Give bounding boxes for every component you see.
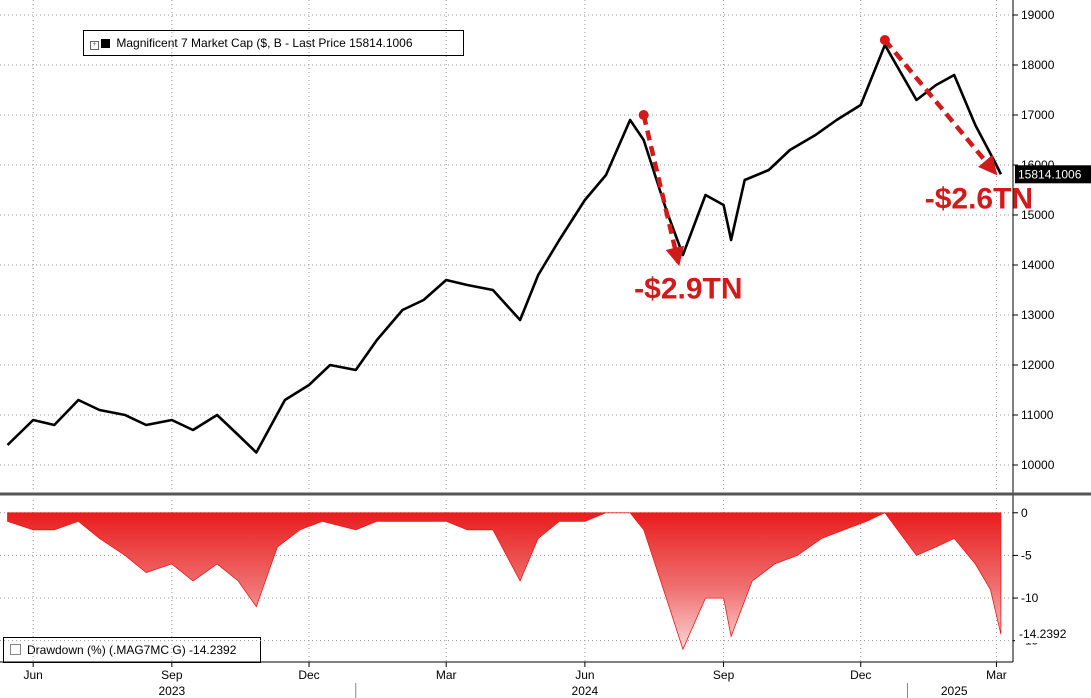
y-tick-label: 15000 — [1021, 208, 1055, 222]
x-tick-label: Jun — [575, 668, 594, 682]
x-tick-label: Sep — [713, 668, 735, 682]
y-tick-label: 12000 — [1021, 358, 1055, 372]
price-legend-name: Magnificent 7 Market Cap ($, B - Last Pr… — [116, 36, 346, 50]
y-tick-label: -5 — [1021, 548, 1032, 562]
drawdown-y-axis: 0-5-10-15-14.2392 — [1013, 506, 1091, 648]
annotations: -$2.9TN -$2.6TN — [634, 35, 1033, 306]
price-gridlines — [0, 0, 1013, 490]
last-price-label: 15814.1006 — [1018, 167, 1082, 181]
series-swatch-icon — [101, 39, 110, 48]
x-tick-label: Dec — [298, 668, 319, 682]
price-legend: + Magnificent 7 Market Cap ($, B - Last … — [83, 30, 464, 56]
x-tick-label: Sep — [161, 668, 183, 682]
x-tick-label: Mar — [986, 668, 1007, 682]
annotation-arrow — [883, 38, 998, 176]
price-legend-value: 15814.1006 — [349, 36, 413, 50]
x-tick-label: Jun — [23, 668, 42, 682]
drawdown-legend-name: Drawdown (%) (.MAG7MC G) — [27, 643, 186, 657]
annotation-label: -$2.6TN — [925, 183, 1033, 216]
last-drawdown-label: -14.2392 — [1019, 627, 1067, 641]
year-label: 2025 — [941, 684, 968, 698]
last-drawdown-box — [1015, 625, 1091, 644]
y-tick-label: 11000 — [1021, 408, 1054, 422]
annotation-label: -$2.9TN — [634, 273, 742, 306]
y-tick-label: 0 — [1021, 506, 1028, 520]
x-tick-label: Mar — [436, 668, 457, 682]
year-label: 2024 — [572, 684, 599, 698]
y-tick-label: 19000 — [1021, 8, 1055, 22]
y-tick-label: 14000 — [1021, 258, 1055, 272]
price-line — [6, 43, 1003, 454]
y-tick-label: -10 — [1021, 591, 1039, 605]
drawdown-swatch-icon — [10, 644, 21, 655]
drawdown-area-path — [7, 512, 1002, 651]
x-axis: Jun Sep Dec Mar Jun Sep Dec Mar 2023 2024 2025 — [23, 662, 1007, 698]
y-tick-label: 13000 — [1021, 308, 1055, 322]
y-tick-label: 10000 — [1021, 458, 1055, 472]
y-tick-label: 17000 — [1021, 108, 1055, 122]
year-label: 2023 — [158, 684, 185, 698]
x-tick-label: Dec — [850, 668, 871, 682]
price-line-path — [6, 43, 1003, 454]
annotation-arrow — [641, 114, 685, 267]
price-y-axis: 1000011000120001300014000150001600017000… — [1013, 8, 1091, 472]
last-price-box — [1015, 165, 1091, 184]
drawdown-area — [7, 512, 1002, 651]
expand-icon[interactable]: + — [90, 41, 99, 50]
drawdown-legend-value: -14.2392 — [189, 643, 237, 657]
axis-lines — [0, 0, 1091, 663]
y-tick-label: 18000 — [1021, 58, 1055, 72]
